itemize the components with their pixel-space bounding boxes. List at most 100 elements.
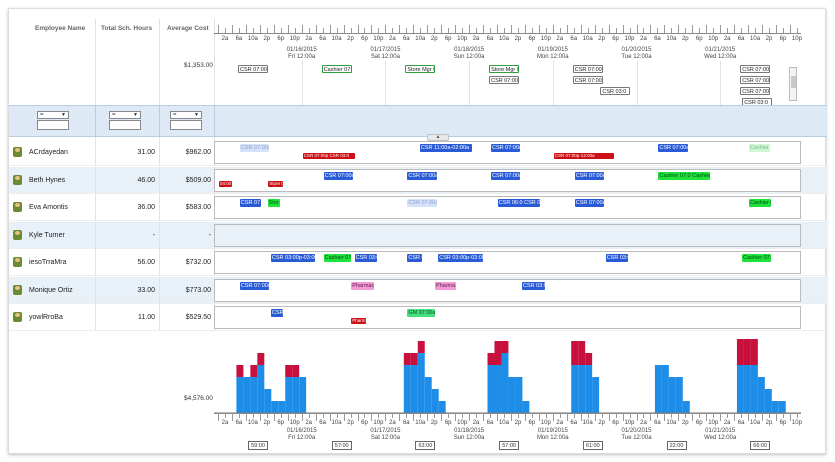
employee-row[interactable]: Eva Amontis 36.00 $583.00 CSR 07 Stor CSR 07:… <box>9 194 827 221</box>
open-shift[interactable]: CSR 07:00a <box>572 76 603 84</box>
employee-row[interactable]: Kyle Turner - - <box>9 221 827 249</box>
employee-shift-lane[interactable]: CSR 07 Stor CSR 07:00a CSR 06:0 CSR 03:0 CSR… <box>214 196 801 219</box>
employee-cost: $583.00 <box>185 204 211 211</box>
open-shift[interactable]: CSR 07:00a <box>740 76 771 84</box>
ruler-tick <box>510 413 512 421</box>
shift-block[interactable]: CSR 07:00p CSR 03:0 <box>302 153 355 159</box>
bar-scheduled <box>592 377 600 413</box>
employee-row[interactable]: yowlRroBa 11.00 $529.50 CSR Pharm GM 07:00a- <box>9 304 827 331</box>
shift-block[interactable]: Cashier 07:0 <box>742 254 772 262</box>
ruler-tick <box>650 413 652 421</box>
ruler-tick <box>685 28 687 33</box>
employee-name[interactable]: Monique Ortiz <box>29 286 73 294</box>
name-filter-input[interactable] <box>37 120 69 130</box>
employee-name[interactable]: iesoTrraMra <box>29 259 67 266</box>
cost-filter-input[interactable] <box>170 120 202 130</box>
shift-block[interactable]: CSR 03:0 <box>521 281 545 290</box>
ruler-tick <box>748 25 750 33</box>
bar-over <box>571 341 579 365</box>
employee-name-header[interactable]: Employee Name <box>35 25 86 32</box>
ruler-tick <box>713 413 715 418</box>
shift-block[interactable]: CSR 07:00a <box>407 171 437 180</box>
ruler-tick <box>552 413 554 421</box>
shift-block[interactable]: Cashier 07:0 <box>323 254 352 262</box>
ruler-tick <box>329 25 331 33</box>
shift-block[interactable]: CSR 03:0 <box>354 254 378 262</box>
employee-row[interactable]: Monique Ortiz 33.00 $773.00 CSR 07:00a Pharm… <box>9 276 827 304</box>
shift-block[interactable]: CSR 07:00a <box>491 171 521 180</box>
shift-block[interactable]: CSR 07:00a <box>407 199 437 207</box>
hour-label: 10p <box>373 36 384 42</box>
shift-block[interactable]: Pharma <box>434 281 456 290</box>
shift-block[interactable]: Cashier 0 <box>748 199 772 207</box>
open-shift[interactable]: CSR 07:00a <box>740 65 771 73</box>
shift-block[interactable]: Pharm <box>351 318 367 324</box>
open-shifts-scrollbar[interactable] <box>789 67 797 101</box>
employee-shift-lane[interactable] <box>214 223 801 247</box>
hours-filter-input[interactable] <box>109 120 141 130</box>
employee-shift-lane[interactable]: CSR 07:00a CSR 07:00p CSR 03:0 CSR 11:00a-… <box>214 141 801 164</box>
shift-block[interactable]: CSR 07:00p-12:00a <box>553 153 615 159</box>
employee-name[interactable]: ACrdayedan <box>29 149 68 156</box>
open-shift[interactable]: CSR 07:00a <box>740 87 771 95</box>
hours-filter-operator[interactable]: = ▼ <box>109 111 141 119</box>
shift-block[interactable]: CSR 06:0 CSR 03:0 <box>497 199 540 207</box>
ruler-tick <box>497 413 498 421</box>
employee-row[interactable]: iesoTrraMra 56.00 $732.00 CSR 03:00p-03:00 C… <box>9 249 827 276</box>
total-hours-header[interactable]: Total Sch. Hours <box>101 25 153 32</box>
shift-block[interactable]: CSR <box>270 309 284 317</box>
ruler-tick <box>524 413 526 421</box>
open-shift[interactable]: CSR 07:00a <box>238 65 268 73</box>
open-shift[interactable]: CSR 03:0 <box>600 87 631 95</box>
ruler-tick <box>462 413 464 418</box>
ruler-tick <box>636 413 638 421</box>
open-shift[interactable]: Store Mgr 07 <box>405 65 436 73</box>
bar-scheduled <box>668 377 676 413</box>
shift-block[interactable]: CSR 07:00a <box>574 171 604 180</box>
shift-block[interactable]: CSR 03:00p-03:00 <box>270 254 316 262</box>
shift-block[interactable]: Stor <box>267 199 281 207</box>
shift-block[interactable]: CSR 0 <box>407 254 423 262</box>
shift-block[interactable]: CSR 07:00a <box>574 199 604 207</box>
employee-shift-lane[interactable]: CSR Pharm GM 07:00a- <box>214 306 801 329</box>
ruler-tick <box>706 25 708 33</box>
shift-block[interactable]: GM 07:00a- <box>407 309 435 317</box>
employee-name[interactable]: yowlRroBa <box>29 314 63 321</box>
hour-label: 10p <box>289 36 300 42</box>
employee-hours: 56.00 <box>137 259 155 266</box>
employee-name[interactable]: Beth Hynes <box>29 176 66 184</box>
shift-block[interactable]: CSR 03:00p-03:00 <box>438 254 483 262</box>
shift-block[interactable]: CSR 07 <box>239 199 261 207</box>
shift-block[interactable]: Cashier 07:0 Cashier 0 <box>658 171 711 180</box>
shift-block[interactable]: Store 0 <box>268 180 284 187</box>
cost-filter-operator[interactable]: = ▼ <box>170 111 202 119</box>
employee-shift-lane[interactable]: CSR 07:00a Pharmac Pharma CSR 03:0 <box>214 278 801 302</box>
shift-block[interactable]: CSR 07:00a <box>239 281 270 290</box>
shift-block[interactable]: CSR 07:00a <box>239 144 270 152</box>
ruler-tick <box>287 413 289 421</box>
shift-block[interactable]: CSR 03:0 <box>605 254 629 262</box>
employee-row[interactable]: ACrdayedan 31.00 $962.00 CSR 07:00a CSR 07:0… <box>9 139 827 166</box>
open-shift[interactable]: Cashier 07:0 <box>321 65 352 73</box>
bar-scheduled <box>250 377 258 413</box>
employee-shift-lane[interactable]: 04:00 Store 0 CSR 07:00a CSR 07:00a CSR 07:0… <box>214 168 801 192</box>
open-shift[interactable]: Store Mgr 07 <box>489 65 520 73</box>
open-shift[interactable]: CSR 07:00a <box>489 76 520 84</box>
average-cost-header[interactable]: Average Cost <box>167 25 209 32</box>
shift-block[interactable]: CSR 07:00a <box>491 144 521 152</box>
ruler-tick <box>357 413 359 421</box>
shift-block[interactable]: Cashier <box>748 144 770 152</box>
employee-name[interactable]: Kyle Turner <box>29 231 65 239</box>
employee-cost: $529.50 <box>185 314 211 321</box>
shift-block[interactable]: CSR 07:00a <box>658 144 688 152</box>
open-shift[interactable]: CSR 07:00a <box>572 65 603 73</box>
shift-block[interactable]: CSR 11:00a-02:00a <box>419 144 472 152</box>
shift-block[interactable]: CSR 07:00a <box>323 171 353 180</box>
employee-row[interactable]: Beth Hynes 46.00 $509.00 04:00 Store 0 CSR 07… <box>9 166 827 194</box>
name-filter-operator[interactable]: = ▼ <box>37 111 69 119</box>
shift-block[interactable]: Pharmac <box>351 281 374 290</box>
shift-block[interactable]: 04:00 <box>219 180 232 187</box>
collapse-toggle[interactable]: ▲ <box>427 134 449 141</box>
employee-name[interactable]: Eva Amontis <box>29 204 68 211</box>
